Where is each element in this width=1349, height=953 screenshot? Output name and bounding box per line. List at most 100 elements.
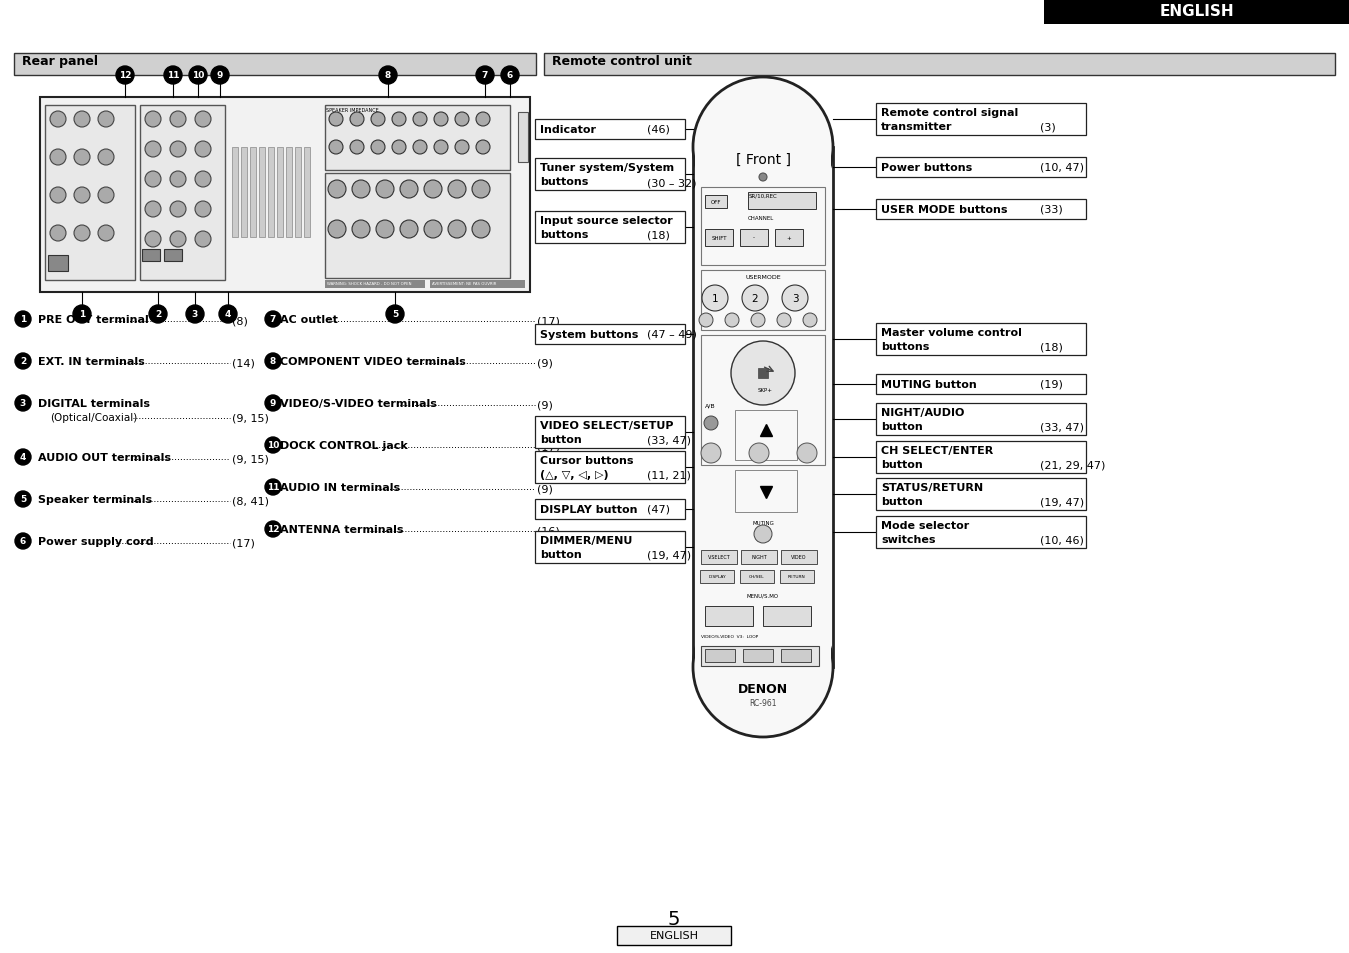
Bar <box>700 571 734 583</box>
Text: AUDIO IN terminals: AUDIO IN terminals <box>281 482 401 493</box>
Text: Power buttons: Power buttons <box>881 163 973 172</box>
Circle shape <box>349 112 364 127</box>
Text: buttons: buttons <box>540 230 588 240</box>
Bar <box>701 188 826 266</box>
Circle shape <box>693 598 832 738</box>
Circle shape <box>704 416 718 431</box>
Bar <box>876 403 1086 436</box>
Circle shape <box>393 141 406 154</box>
Text: NIGHT: NIGHT <box>751 555 766 560</box>
Text: Remote control signal: Remote control signal <box>881 108 1018 118</box>
Circle shape <box>701 443 720 463</box>
Bar <box>536 212 685 244</box>
Circle shape <box>751 314 765 328</box>
Circle shape <box>144 112 161 128</box>
Text: DIGITAL terminals: DIGITAL terminals <box>38 398 150 409</box>
Bar <box>40 98 530 293</box>
Circle shape <box>376 221 394 239</box>
Bar <box>741 571 774 583</box>
Bar <box>706 195 727 209</box>
Text: 12: 12 <box>267 525 279 534</box>
Text: (17): (17) <box>232 538 255 548</box>
Circle shape <box>434 112 448 127</box>
Circle shape <box>144 232 161 248</box>
Circle shape <box>329 112 343 127</box>
Text: RC-961: RC-961 <box>749 699 777 707</box>
Circle shape <box>15 492 31 507</box>
Text: (30 – 32): (30 – 32) <box>648 178 696 188</box>
Text: DOCK CONTROL jack: DOCK CONTROL jack <box>281 440 407 451</box>
Text: button: button <box>540 435 581 444</box>
Bar <box>747 193 816 210</box>
Text: (33, 47): (33, 47) <box>1040 422 1085 433</box>
Text: Master volume control: Master volume control <box>881 328 1023 337</box>
Circle shape <box>393 112 406 127</box>
Circle shape <box>376 181 394 199</box>
Text: CH SELECT/ENTER: CH SELECT/ENTER <box>881 446 993 456</box>
Bar <box>250 148 256 237</box>
Circle shape <box>98 188 115 204</box>
Bar <box>325 106 510 171</box>
Circle shape <box>15 395 31 412</box>
Circle shape <box>455 112 469 127</box>
Circle shape <box>74 150 90 166</box>
Text: V.SELECT: V.SELECT <box>708 555 730 560</box>
Circle shape <box>731 341 795 406</box>
Text: SHIFT: SHIFT <box>711 235 727 240</box>
Text: ENGLISH: ENGLISH <box>649 930 699 940</box>
Text: SR/10,REC: SR/10,REC <box>749 193 778 199</box>
Text: (18): (18) <box>648 231 670 241</box>
Text: STATUS/RETURN: STATUS/RETURN <box>881 482 983 493</box>
Circle shape <box>170 112 186 128</box>
Circle shape <box>196 202 210 218</box>
Bar <box>876 158 1086 178</box>
Text: 10: 10 <box>267 441 279 450</box>
Bar <box>764 606 811 626</box>
Circle shape <box>782 286 808 312</box>
Text: (10, 46): (10, 46) <box>1040 536 1083 545</box>
Text: SKP+: SKP+ <box>758 388 773 393</box>
Text: 7: 7 <box>270 315 277 324</box>
Text: COMPONENT VIDEO terminals: COMPONENT VIDEO terminals <box>281 356 465 367</box>
Bar <box>241 148 247 237</box>
Circle shape <box>144 142 161 158</box>
Text: 5: 5 <box>391 310 398 319</box>
Circle shape <box>170 202 186 218</box>
Circle shape <box>210 67 229 85</box>
Text: 3: 3 <box>792 294 799 304</box>
Text: 1: 1 <box>712 294 718 304</box>
Text: (3): (3) <box>1040 123 1056 132</box>
Circle shape <box>371 141 384 154</box>
Circle shape <box>476 67 494 85</box>
Text: 3: 3 <box>20 399 26 408</box>
Circle shape <box>448 181 465 199</box>
Bar <box>693 148 832 667</box>
Bar <box>780 571 813 583</box>
Circle shape <box>189 67 206 85</box>
Bar <box>1044 0 1349 25</box>
Text: Tuner system/System: Tuner system/System <box>540 163 674 172</box>
Text: RETURN: RETURN <box>788 575 805 578</box>
Text: 12: 12 <box>119 71 131 80</box>
Text: DIMMER/MENU: DIMMER/MENU <box>540 536 633 545</box>
Text: (19, 47): (19, 47) <box>1040 497 1085 507</box>
Text: MENU/S.MO: MENU/S.MO <box>747 594 780 598</box>
Text: buttons: buttons <box>540 177 588 187</box>
Circle shape <box>170 142 186 158</box>
Bar <box>741 230 768 247</box>
Text: -: - <box>753 235 755 240</box>
Circle shape <box>476 141 490 154</box>
Text: 2: 2 <box>155 310 161 319</box>
Text: EXT. IN terminals: EXT. IN terminals <box>38 356 144 367</box>
Text: (10, 47): (10, 47) <box>1040 163 1085 172</box>
Circle shape <box>74 188 90 204</box>
Bar <box>781 551 817 564</box>
Circle shape <box>472 221 490 239</box>
Circle shape <box>144 202 161 218</box>
Text: 10: 10 <box>192 71 204 80</box>
Circle shape <box>349 141 364 154</box>
Bar <box>706 649 735 662</box>
Bar <box>536 499 685 519</box>
Circle shape <box>434 141 448 154</box>
Text: 3: 3 <box>192 310 198 319</box>
